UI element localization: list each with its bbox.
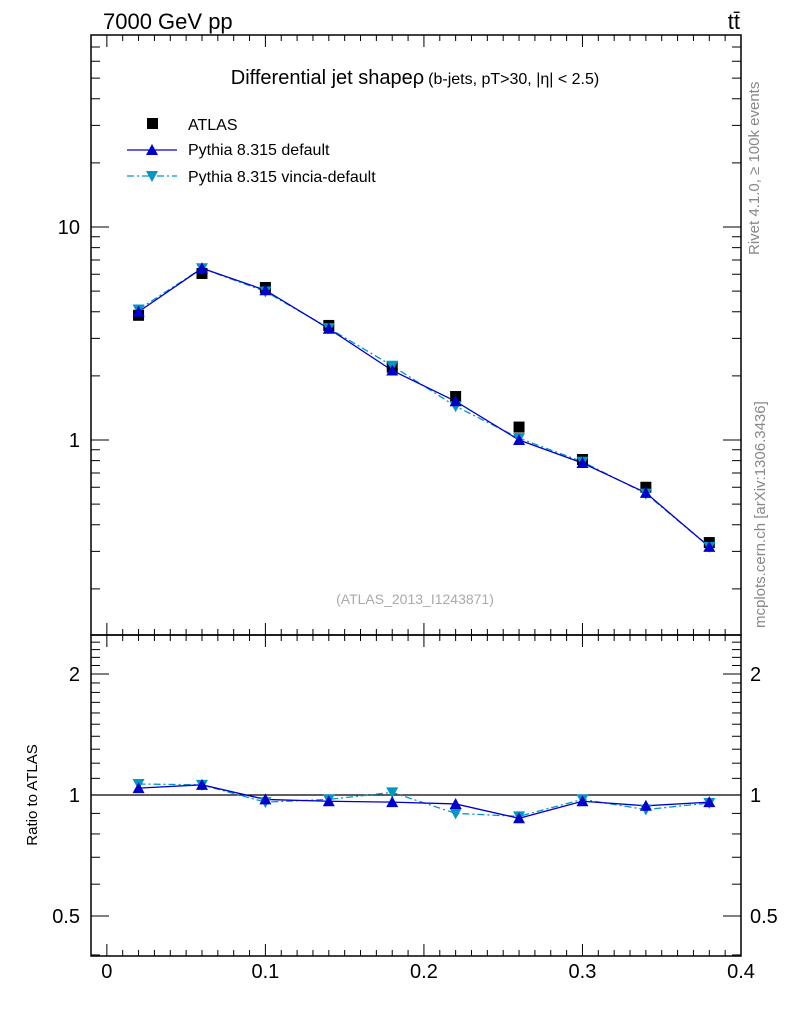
legend-pythia-default-label: Pythia 8.315 default: [188, 142, 330, 159]
data-point-pythia-default: [703, 540, 716, 552]
main-x-ticks: [106, 35, 742, 635]
ratio-point-pythia-default: [703, 796, 716, 808]
data-point-pythia-default: [449, 395, 462, 407]
ratio-plot-panel: 0.5 0.5 1 1 2 2 Ratio to ATLAS: [24, 634, 778, 957]
ratio-point-pythia-default: [259, 793, 272, 805]
header-left-label: 7000 GeV pp: [103, 9, 233, 34]
main-y-tick-label: 1: [69, 430, 80, 452]
data-point-pythia-default: [386, 364, 399, 376]
ratio-point-pythia-default: [195, 778, 208, 790]
legend-atlas-marker: [147, 118, 158, 129]
main-y-tick-label: 10: [58, 217, 80, 239]
analysis-id-label: (ATLAS_2013_I1243871): [336, 591, 494, 607]
data-point-pythia-default: [322, 322, 335, 334]
main-title: Differential jet shapeρ (b-jets, pT>30, |…: [231, 67, 599, 89]
ratio-y-tick-label: 0.5: [52, 906, 80, 928]
ratio-y-tick-label-right: 0.5: [750, 906, 778, 928]
ratio-y-tick-label-right: 2: [750, 664, 761, 686]
data-point-pythia-default: [259, 284, 272, 296]
main-title-cuts: (b-jets, pT>30, |η| < 2.5): [428, 71, 599, 88]
ratio-y-tick-label-right: 1: [750, 785, 761, 807]
x-tick-labels: 0 0.1 0.2 0.3 0.4: [101, 961, 755, 983]
rivet-version-label: Rivet 4.1.0, ≥ 100k events: [746, 82, 763, 255]
ratio-point-pythia-default: [132, 782, 145, 794]
series-line-pythia-vincia: [138, 267, 710, 548]
data-point-pythia-default: [513, 434, 526, 445]
legend-atlas-label: ATLAS: [188, 117, 238, 134]
ratio-point-pythia-vincia: [386, 787, 399, 799]
legend-pythia-vincia-label: Pythia 8.315 vincia-default: [188, 169, 376, 186]
data-point-pythia-default: [639, 486, 652, 498]
ratio-point-pythia-default: [513, 812, 526, 824]
main-y-ticks: 1 10: [58, 46, 741, 590]
x-tick-label: 0.2: [410, 961, 438, 983]
x-tick-label: 0.3: [569, 961, 597, 983]
ratio-y-tick-label: 1: [69, 785, 80, 807]
main-data-layer: [132, 262, 716, 553]
ratio-point-pythia-vincia: [449, 808, 462, 820]
legend-pythia-vincia-marker: [146, 171, 158, 182]
ratio-point-pythia-default: [639, 799, 652, 811]
main-plot-panel: 1 10 Differential jet shapeρ (b-jets, pT>3…: [58, 34, 742, 636]
ratio-y-ticks: 0.5 0.5 1 1 2 2: [52, 641, 778, 956]
x-tick-label: 0.1: [251, 961, 279, 983]
ratio-point-pythia-default: [576, 795, 589, 807]
x-tick-label: 0.4: [727, 961, 755, 983]
ratio-data-layer: [91, 778, 741, 824]
x-tick-label: 0: [101, 961, 112, 983]
ratio-point-pythia-default: [449, 797, 462, 809]
data-point-pythia-default: [195, 262, 208, 274]
series-line-pythia-default: [138, 267, 710, 548]
mcplots-label: mcplots.cern.ch [arXiv:1306.3436]: [752, 401, 769, 628]
main-title-symbol: ρ: [413, 67, 424, 89]
ratio-line-pythia-vincia: [138, 783, 710, 817]
ratio-line-pythia-default: [138, 784, 710, 819]
main-title-text: Differential jet shape: [231, 67, 413, 89]
ratio-y-axis-label: Ratio to ATLAS: [24, 744, 41, 845]
legend-pythia-default-marker: [146, 144, 158, 155]
legend: ATLAS Pythia 8.315 default Pythia 8.315 …: [127, 117, 376, 186]
data-point-atlas: [513, 421, 525, 433]
ratio-x-ticks: [106, 635, 742, 956]
header-right-label: tt̄: [728, 9, 740, 34]
data-point-pythia-default: [132, 305, 145, 317]
ratio-point-pythia-default: [322, 795, 335, 807]
data-point-pythia-default: [576, 456, 589, 468]
ratio-y-tick-label: 2: [69, 664, 80, 686]
ratio-point-pythia-default: [386, 796, 399, 808]
